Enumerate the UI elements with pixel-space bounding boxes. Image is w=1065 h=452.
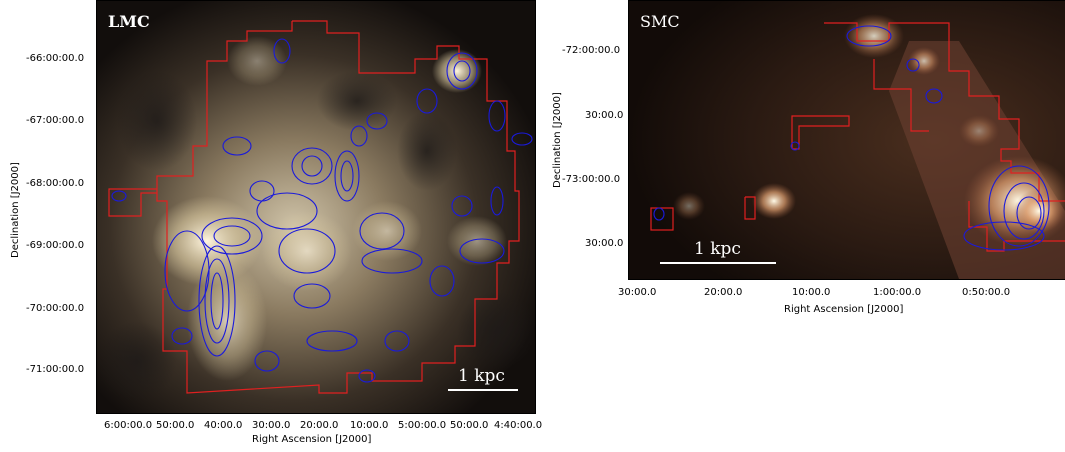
smc-survey-outline	[824, 22, 1065, 202]
lmc-ylabel: Declination [J2000]	[10, 162, 21, 258]
smc-composite-image	[629, 1, 1065, 279]
lmc-panel: LMC 1 kpc Declination [J2000] -66:00:00.…	[10, 0, 543, 445]
smc-image	[628, 0, 1065, 280]
smc-survey-outline-mid	[791, 115, 850, 150]
smc-xtick: 1:00:00.0	[873, 287, 922, 298]
lmc-hi-contours	[111, 38, 533, 383]
lmc-xtick: 10:00.0	[350, 420, 389, 431]
lmc-composite-image	[97, 1, 535, 413]
smc-ytick: 30:00.0	[585, 238, 624, 249]
lmc-xlabel: Right Ascension [J2000]	[252, 434, 372, 445]
lmc-xtick: 50:00.0	[450, 420, 489, 431]
smc-xtick: 0:50:00.0	[962, 287, 1011, 298]
lmc-xtick: 40:00.0	[204, 420, 243, 431]
smc-survey-outline-left	[873, 59, 929, 132]
lmc-xtick: 20:00.0	[300, 420, 339, 431]
smc-survey-box-mid	[744, 196, 756, 220]
lmc-ytick: -68:00:00.0	[26, 178, 85, 189]
smc-label: SMC	[640, 12, 680, 31]
smc-hi-contours	[653, 25, 1050, 251]
smc-ytick: 30:00.0	[585, 110, 624, 121]
lmc-xtick: 6:00:00.0	[104, 420, 153, 431]
smc-ytick: -73:00:00.0	[562, 174, 621, 185]
smc-xtick: 10:00.0	[792, 287, 831, 298]
lmc-xtick: 30:00.0	[252, 420, 291, 431]
lmc-xtick: 4:40:00.0	[494, 420, 543, 431]
lmc-ytick: -66:00:00.0	[26, 53, 85, 64]
smc-survey-box-left	[650, 207, 674, 231]
smc-panel: SMC 1 kpc Declination [J2000] -72:00:00.…	[550, 0, 1065, 330]
lmc-scale-bar	[448, 389, 518, 391]
smc-xtick: 20:00.0	[704, 287, 743, 298]
smc-xtick: 30:00.0	[618, 287, 657, 298]
lmc-ytick: -71:00:00.0	[26, 364, 85, 375]
lmc-image	[96, 0, 536, 414]
lmc-label: LMC	[108, 12, 150, 31]
lmc-xtick: 5:00:00.0	[398, 420, 447, 431]
lmc-ytick: -70:00:00.0	[26, 303, 85, 314]
smc-scale-label: 1 kpc	[694, 239, 741, 259]
lmc-ytick: -67:00:00.0	[26, 115, 85, 126]
lmc-xtick: 50:00.0	[156, 420, 195, 431]
lmc-ytick: -69:00:00.0	[26, 240, 85, 251]
smc-scale-bar	[660, 262, 776, 264]
smc-ytick: -72:00:00.0	[562, 45, 621, 56]
smc-xlabel: Right Ascension [J2000]	[784, 304, 904, 315]
lmc-scale-label: 1 kpc	[458, 366, 505, 386]
